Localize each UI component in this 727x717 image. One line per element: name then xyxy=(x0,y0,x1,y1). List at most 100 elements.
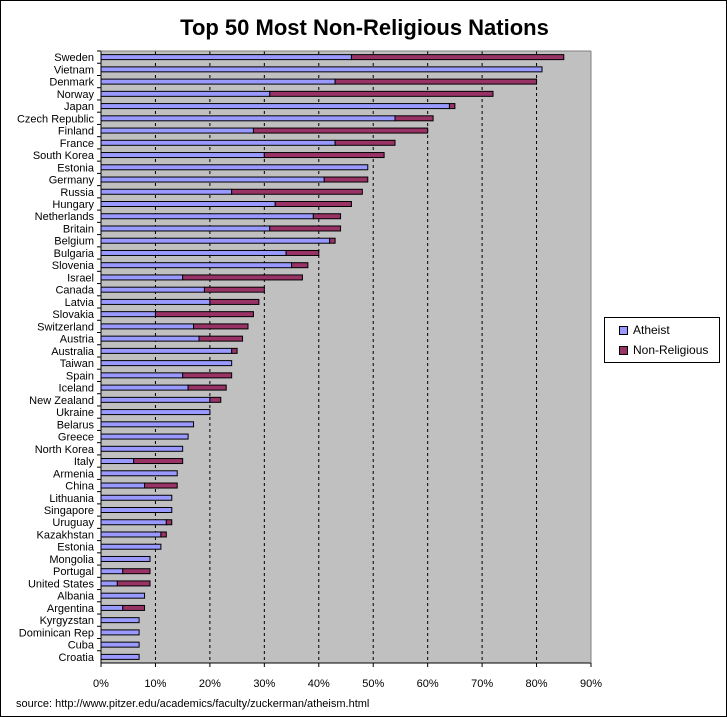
y-tick-label: Dominican Rep xyxy=(19,627,94,639)
bar-atheist xyxy=(100,617,140,624)
bar-non-religious xyxy=(274,201,352,207)
bar-atheist xyxy=(100,470,178,477)
legend-label: Non-Religious xyxy=(633,343,709,357)
y-tick-label: Norway xyxy=(57,89,95,101)
bar-non-religious xyxy=(252,127,429,134)
x-tick-label: 70% xyxy=(471,678,493,690)
x-tick-label: 50% xyxy=(362,678,384,690)
bar-atheist xyxy=(100,445,184,452)
y-tick-label: Switzerland xyxy=(37,321,94,333)
y-tick-label: Japan xyxy=(64,101,94,113)
y-tick-label: Belarus xyxy=(57,419,95,431)
bar-non-religious xyxy=(269,90,494,97)
legend-item-atheist: Atheist xyxy=(619,323,670,337)
y-tick-label: Britain xyxy=(63,223,94,235)
y-tick-label: Vietnam xyxy=(54,64,94,76)
bar-atheist xyxy=(100,592,146,599)
x-tick-label: 40% xyxy=(308,678,330,690)
bar-non-religious xyxy=(269,225,342,232)
bar-non-religious xyxy=(144,482,178,489)
bar-non-religious xyxy=(182,274,303,281)
y-tick-label: Portugal xyxy=(53,566,94,578)
bar-atheist xyxy=(100,78,336,85)
y-tick-label: Israel xyxy=(67,272,94,284)
bar-atheist xyxy=(100,568,124,575)
bar-non-religious xyxy=(209,298,260,305)
legend: Atheist Non-Religious xyxy=(604,317,720,363)
y-tick-label: Singapore xyxy=(44,505,94,517)
bar-non-religious xyxy=(133,458,184,465)
bar-non-religious xyxy=(394,115,434,122)
y-tick-label: Croatia xyxy=(59,652,95,664)
bar-atheist xyxy=(100,641,140,648)
bar-non-religious xyxy=(193,323,249,330)
y-tick-label: Armenia xyxy=(53,468,95,480)
bar-atheist xyxy=(100,225,271,232)
bar-non-religious xyxy=(122,568,151,575)
y-tick-label: Finland xyxy=(58,126,94,138)
bar-atheist xyxy=(100,507,173,513)
bar-atheist xyxy=(100,396,211,403)
y-tick-label: Bulgaria xyxy=(54,248,95,260)
bar-atheist xyxy=(100,249,287,256)
bar-atheist xyxy=(100,164,369,171)
bar-atheist xyxy=(100,653,140,660)
bar-atheist xyxy=(100,286,205,293)
source-note: source: http://www.pitzer.edu/academics/… xyxy=(16,698,370,710)
bar-atheist xyxy=(100,213,314,220)
bar-atheist xyxy=(100,555,151,562)
bar-non-religious xyxy=(291,262,309,269)
bar-non-religious xyxy=(209,396,222,403)
y-tick-label: Germany xyxy=(49,175,95,187)
y-tick-label: Kyrgyzstan xyxy=(40,615,94,627)
x-tick-label: 0% xyxy=(93,678,109,690)
y-tick-label: Lithuania xyxy=(49,493,95,505)
bar-non-religious xyxy=(329,237,336,244)
bar-atheist xyxy=(100,421,195,428)
bar-non-religious xyxy=(285,249,320,256)
y-tick-label: Belgium xyxy=(54,236,94,248)
y-tick-label: Argentina xyxy=(47,603,95,615)
bar-atheist xyxy=(100,311,156,318)
bar-non-religious xyxy=(231,188,363,195)
bar-non-religious xyxy=(154,311,254,318)
bar-atheist xyxy=(100,335,200,342)
bar-non-religious xyxy=(448,103,456,110)
y-tick-label: Netherlands xyxy=(35,211,95,223)
y-tick-label: Kazakhstan xyxy=(37,529,94,541)
legend-label: Atheist xyxy=(633,323,670,337)
bar-non-religious xyxy=(187,384,227,391)
bar-atheist xyxy=(100,201,276,207)
y-tick-label: Sweden xyxy=(54,52,94,64)
y-tick-label: China xyxy=(65,481,95,493)
bar-atheist xyxy=(100,66,543,73)
y-tick-label: Slovakia xyxy=(52,309,94,321)
y-tick-label: Mongolia xyxy=(49,554,95,566)
bar-non-religious xyxy=(198,335,244,342)
x-tick-label: 90% xyxy=(580,678,602,690)
y-tick-label: Uruguay xyxy=(52,517,94,529)
x-tick-label: 10% xyxy=(144,678,166,690)
bar-atheist xyxy=(100,237,331,244)
bar-non-religious xyxy=(334,78,538,85)
bar-atheist xyxy=(100,409,211,416)
bar-atheist xyxy=(100,458,135,465)
bar-non-religious xyxy=(165,519,173,526)
y-tick-label: Greece xyxy=(58,432,94,444)
bar-non-religious xyxy=(323,176,369,183)
x-tick-label: 30% xyxy=(253,678,275,690)
bar-atheist xyxy=(100,531,162,538)
y-tick-label: Slovenia xyxy=(52,260,95,272)
bar-atheist xyxy=(100,152,265,159)
bar-non-religious xyxy=(182,372,233,379)
bar-atheist xyxy=(100,274,184,281)
bar-atheist xyxy=(100,519,167,526)
y-tick-label: Austria xyxy=(60,334,95,346)
bar-non-religious xyxy=(350,54,565,61)
bar-atheist xyxy=(100,139,336,146)
bar-atheist xyxy=(100,54,352,61)
bar-atheist xyxy=(100,482,146,489)
bar-atheist xyxy=(100,384,189,391)
bar-non-religious xyxy=(231,347,238,354)
